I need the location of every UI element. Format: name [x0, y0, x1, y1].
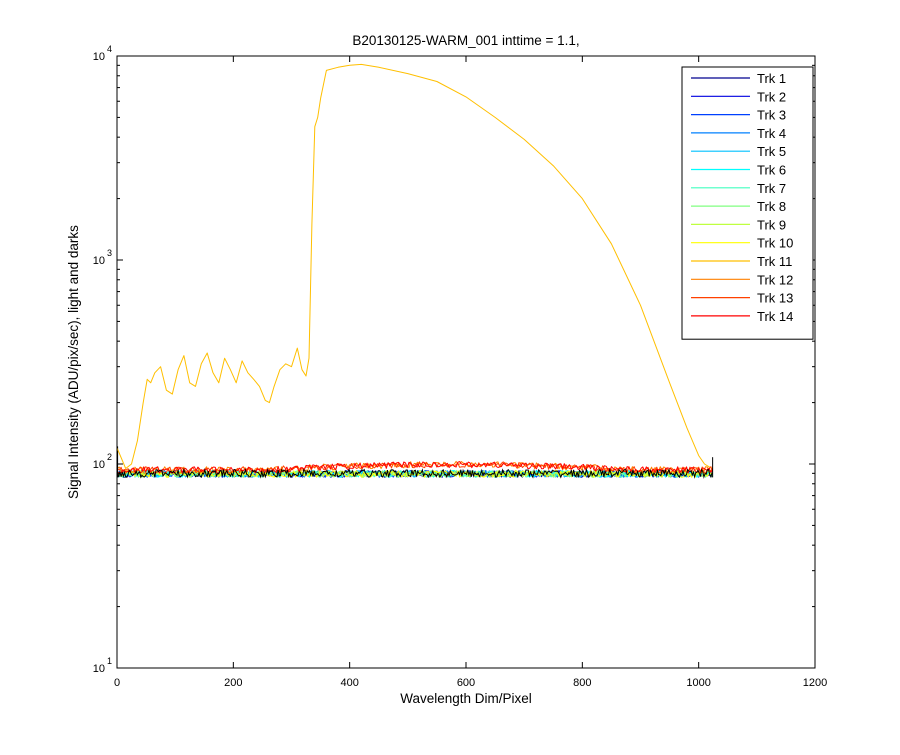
legend-label: Trk 3 [757, 108, 786, 123]
y-tick-label-base: 10 [93, 255, 105, 267]
chart-title: B20130125-WARM_001 inttime = 1.1, [352, 33, 579, 48]
legend: Trk 1 Trk 2 Trk 3 Trk 4 Trk 5 Trk 6 Trk 7 Trk 8… [681, 66, 814, 340]
x-axis: 0 200 400 600 800 1000 1200 [114, 56, 827, 689]
legend-label: Trk 13 [757, 291, 793, 306]
y-tick-label-base: 10 [93, 459, 105, 471]
y-tick-label-exponent: 1 [107, 656, 112, 666]
y-axis-label: Signal Intensity (ADU/pix/sec), light an… [66, 225, 81, 499]
x-tick-label: 400 [340, 677, 358, 689]
x-tick-label: 1200 [803, 677, 827, 689]
legend-label: Trk 12 [757, 272, 793, 287]
legend-box [681, 66, 814, 340]
x-tick-label: 600 [457, 677, 475, 689]
legend-label: Trk 14 [757, 309, 793, 324]
dark-frame-trace [117, 467, 713, 479]
legend-label: Trk 2 [757, 89, 786, 104]
y-tick-label-base: 10 [93, 51, 105, 63]
x-tick-label: 1000 [686, 677, 710, 689]
y-tick-label-base: 10 [93, 663, 105, 675]
legend-label: Trk 8 [757, 199, 786, 214]
x-tick-label: 200 [224, 677, 242, 689]
y-tick-label-exponent: 3 [107, 248, 112, 258]
x-axis-label: Wavelength Dim/Pixel [400, 691, 532, 706]
legend-label: Trk 11 [757, 254, 792, 269]
y-tick-label-exponent: 2 [107, 452, 112, 462]
x-tick-label: 800 [573, 677, 591, 689]
data-traces [116, 63, 714, 479]
y-tick-label-exponent: 4 [107, 44, 112, 54]
legend-label: Trk 1 [757, 71, 786, 86]
legend-label: Trk 10 [757, 236, 793, 251]
x-tick-label: 0 [114, 677, 120, 689]
light-trace [116, 63, 711, 469]
legend-label: Trk 9 [757, 217, 786, 232]
legend-label: Trk 6 [757, 163, 786, 178]
legend-label: Trk 5 [757, 144, 786, 159]
dark-trace [117, 461, 714, 474]
legend-label: Trk 4 [757, 126, 786, 141]
legend-label: Trk 7 [757, 181, 786, 196]
